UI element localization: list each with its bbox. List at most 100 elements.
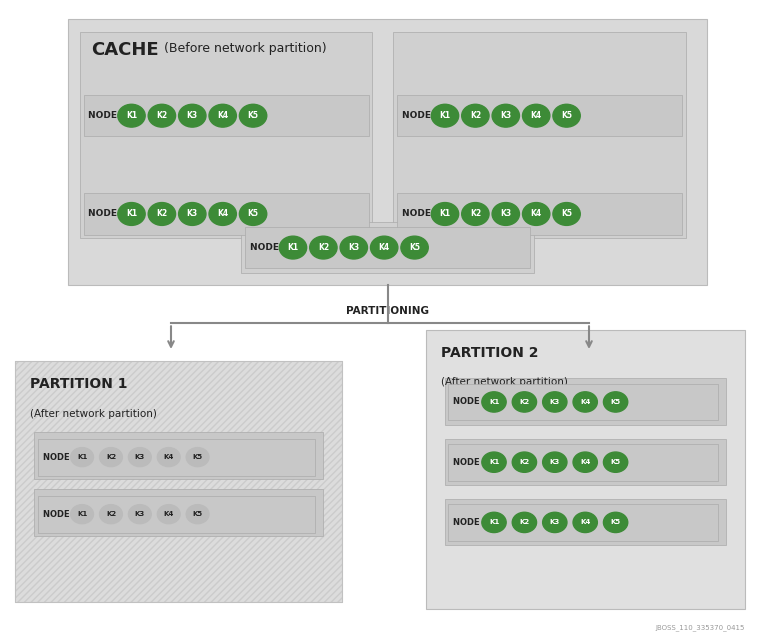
Text: (After network partition): (After network partition)	[30, 409, 157, 419]
Text: K5: K5	[409, 243, 420, 252]
Circle shape	[128, 448, 151, 467]
Text: K2: K2	[157, 209, 167, 219]
Text: K4: K4	[163, 454, 174, 460]
Text: JBOSS_110_335370_0415: JBOSS_110_335370_0415	[655, 624, 745, 631]
Bar	[448, 504, 718, 541]
Bar	[448, 444, 718, 481]
Text: K2: K2	[519, 519, 530, 526]
Circle shape	[482, 512, 506, 533]
Bar	[445, 499, 726, 545]
Bar	[15, 361, 342, 602]
Circle shape	[310, 236, 337, 259]
Circle shape	[148, 203, 176, 226]
Text: K5: K5	[248, 209, 258, 219]
Bar	[448, 384, 718, 420]
Circle shape	[553, 203, 581, 226]
Bar	[397, 95, 682, 136]
Circle shape	[523, 203, 550, 226]
Text: K5: K5	[561, 209, 572, 219]
Circle shape	[371, 236, 398, 259]
Circle shape	[100, 448, 122, 467]
Text: K3: K3	[135, 511, 145, 517]
Circle shape	[512, 392, 537, 412]
Circle shape	[209, 203, 236, 226]
Circle shape	[573, 512, 597, 533]
Text: K5: K5	[610, 459, 621, 465]
Text: K2: K2	[106, 454, 116, 460]
Circle shape	[71, 505, 93, 524]
Bar	[68, 19, 707, 285]
Text: NODE 3: NODE 3	[88, 209, 126, 219]
Text: NODE 1: NODE 1	[453, 398, 489, 406]
Text: K3: K3	[187, 111, 198, 120]
Text: PARTITIONING: PARTITIONING	[346, 306, 429, 316]
Text: K5: K5	[192, 511, 203, 517]
Text: K4: K4	[163, 511, 174, 517]
Text: K2: K2	[318, 243, 329, 252]
Text: NODE 2: NODE 2	[43, 510, 78, 519]
Circle shape	[543, 452, 567, 472]
Circle shape	[462, 105, 489, 127]
Circle shape	[553, 105, 581, 127]
Circle shape	[482, 392, 506, 412]
Circle shape	[128, 505, 151, 524]
Text: K4: K4	[530, 209, 542, 219]
Circle shape	[603, 452, 628, 472]
Circle shape	[482, 452, 506, 472]
Bar	[445, 439, 726, 485]
Bar	[80, 32, 372, 238]
Circle shape	[71, 448, 93, 467]
Circle shape	[462, 203, 489, 226]
Circle shape	[239, 105, 267, 127]
Circle shape	[157, 505, 180, 524]
Text: K2: K2	[519, 459, 530, 465]
Bar	[242, 222, 534, 273]
Text: K3: K3	[549, 459, 560, 465]
Text: K3: K3	[187, 209, 198, 219]
Circle shape	[543, 512, 567, 533]
Text: K4: K4	[580, 399, 591, 405]
Circle shape	[118, 105, 145, 127]
Text: K2: K2	[470, 209, 481, 219]
Bar	[426, 330, 745, 609]
Bar	[34, 489, 323, 536]
Text: PARTITION 1: PARTITION 1	[30, 377, 128, 391]
Bar	[34, 432, 323, 479]
Circle shape	[186, 505, 209, 524]
Bar	[397, 193, 682, 235]
Text: NODE 1: NODE 1	[43, 453, 78, 462]
Circle shape	[209, 105, 236, 127]
Text: NODE 4: NODE 4	[401, 209, 440, 219]
Text: K4: K4	[580, 459, 591, 465]
Bar	[38, 439, 315, 476]
Circle shape	[432, 105, 459, 127]
Circle shape	[492, 105, 519, 127]
Circle shape	[432, 203, 459, 226]
Text: K3: K3	[348, 243, 359, 252]
Circle shape	[280, 236, 307, 259]
Text: K1: K1	[439, 111, 451, 120]
Circle shape	[603, 392, 628, 412]
Text: K4: K4	[217, 209, 228, 219]
Text: NODE 4: NODE 4	[453, 458, 489, 467]
Circle shape	[543, 392, 567, 412]
Bar	[38, 496, 315, 533]
Circle shape	[573, 392, 597, 412]
Text: K3: K3	[135, 454, 145, 460]
Text: K1: K1	[126, 111, 137, 120]
Text: K2: K2	[106, 511, 116, 517]
Text: K3: K3	[500, 209, 511, 219]
Text: K1: K1	[489, 399, 499, 405]
Text: K2: K2	[470, 111, 481, 120]
Text: K5: K5	[192, 454, 203, 460]
Circle shape	[401, 236, 429, 259]
Circle shape	[512, 452, 537, 472]
Circle shape	[512, 512, 537, 533]
Text: K5: K5	[561, 111, 572, 120]
Text: K3: K3	[549, 399, 560, 405]
Circle shape	[179, 203, 206, 226]
Bar	[445, 378, 726, 425]
Text: K4: K4	[378, 243, 390, 252]
Text: K1: K1	[126, 209, 137, 219]
Text: PARTITION 2: PARTITION 2	[441, 346, 538, 359]
